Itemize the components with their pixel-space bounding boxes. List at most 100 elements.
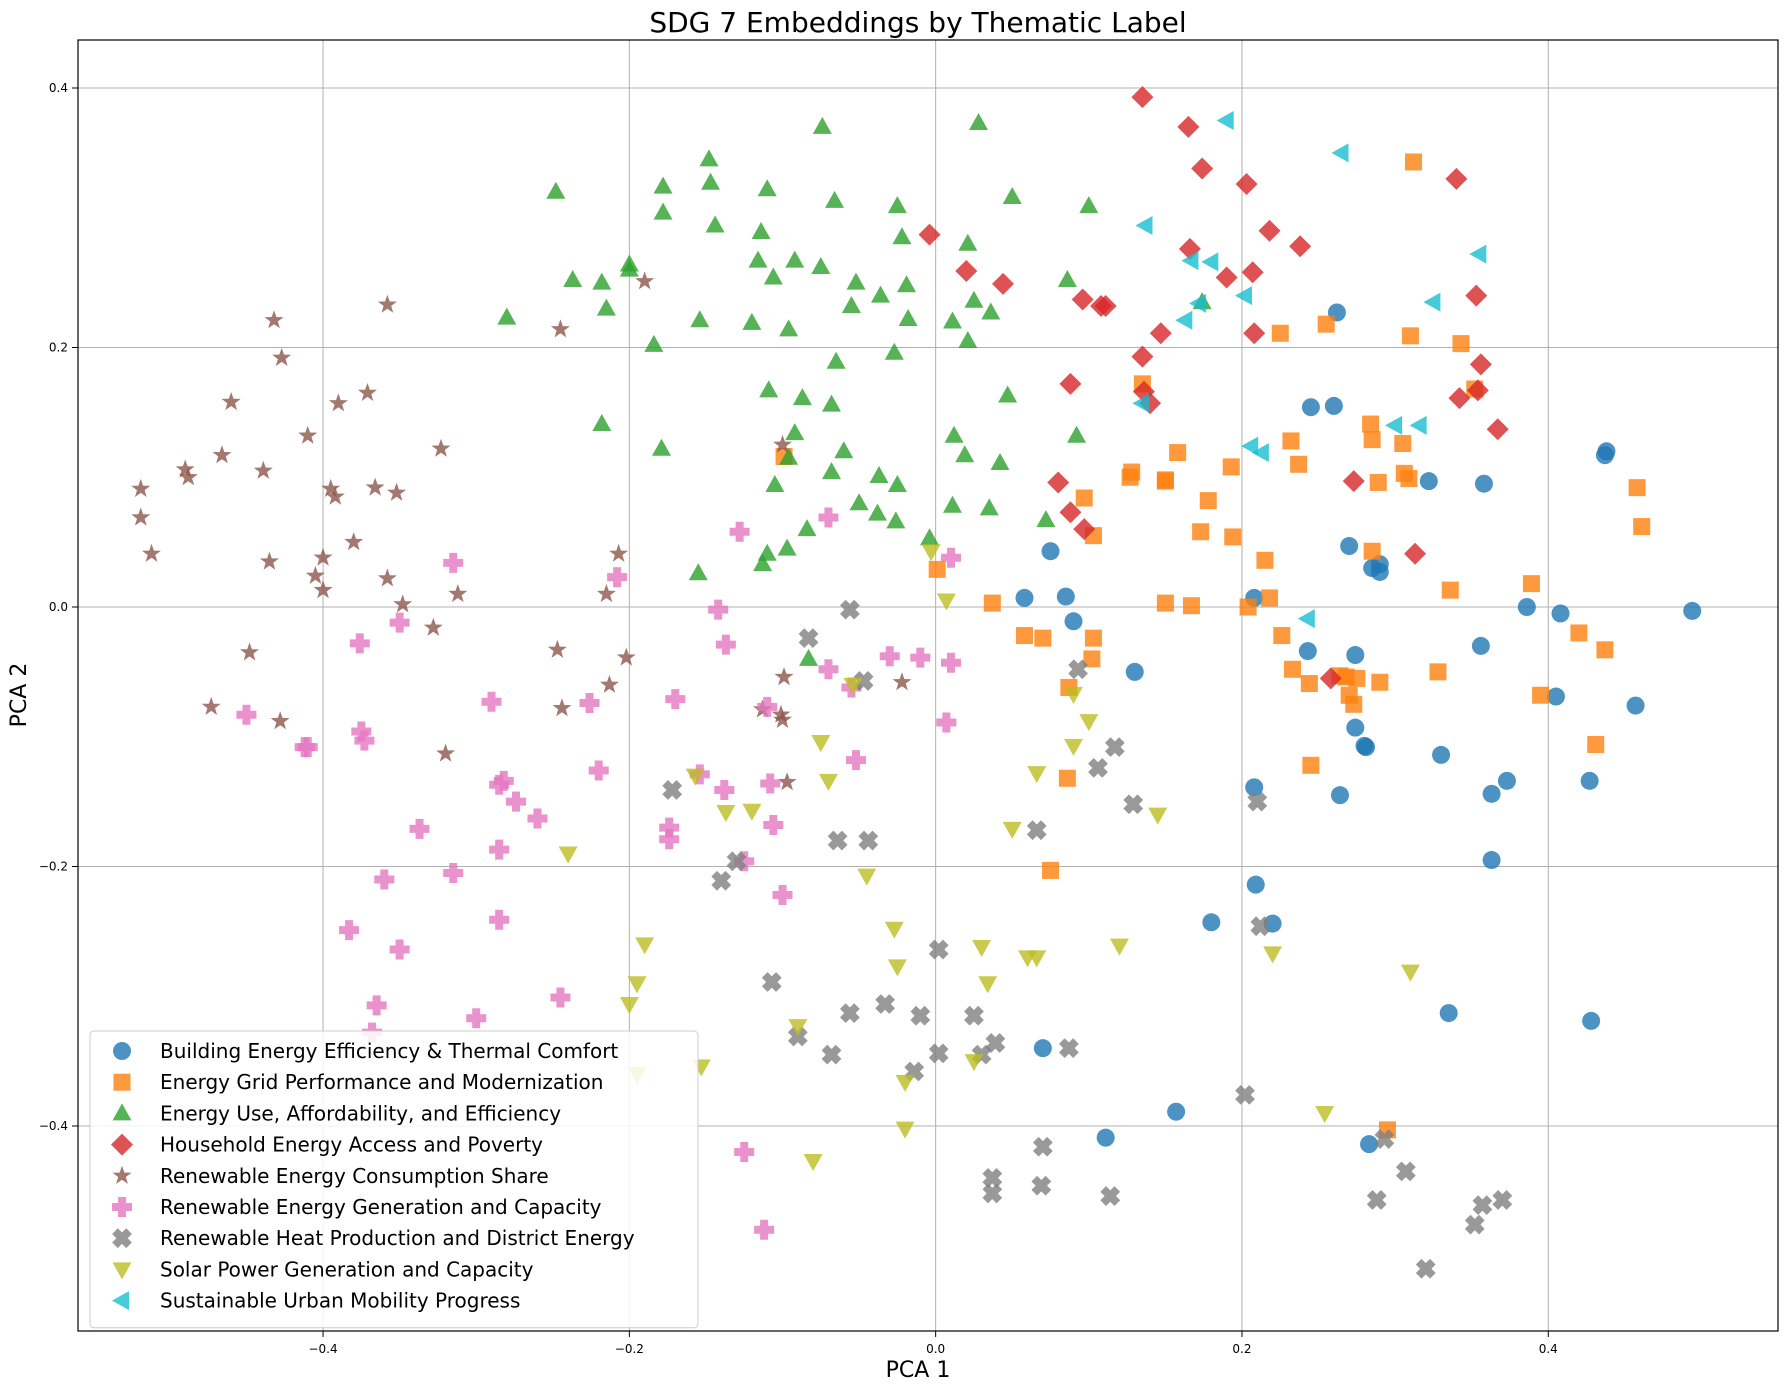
data-point [1273, 627, 1291, 645]
data-point [1432, 745, 1451, 764]
data-points [131, 86, 1702, 1279]
data-point [1345, 695, 1363, 713]
data-point [1298, 642, 1317, 661]
data-point [940, 547, 961, 568]
data-point [1192, 523, 1210, 541]
data-point-shape [726, 851, 747, 872]
y-tick-label: −0.4 [39, 1119, 68, 1133]
data-point [1626, 696, 1645, 715]
data-point [609, 543, 629, 562]
data-point [1628, 479, 1646, 497]
data-point [1202, 913, 1221, 932]
data-point-shape [1395, 1161, 1416, 1182]
data-point [1472, 1195, 1493, 1216]
data-point [1331, 143, 1349, 163]
data-point [1235, 1084, 1255, 1105]
data-point-shape [1031, 1175, 1052, 1196]
data-point [751, 222, 771, 240]
data-point [757, 696, 778, 717]
data-point-shape [1492, 1190, 1513, 1210]
data-point [592, 272, 612, 290]
data-point [822, 462, 842, 480]
data-point [798, 628, 819, 649]
data-point [1400, 470, 1418, 488]
data-point [1517, 598, 1536, 617]
data-point [546, 181, 566, 199]
data-point [365, 477, 385, 496]
data-point [1123, 463, 1141, 481]
data-point [436, 743, 456, 762]
data-point [843, 677, 863, 695]
data-point-shape [1068, 659, 1088, 680]
axis-ticks: −0.4 −0.2 0.0 0.2 0.4 −0.4 −0.2 0.0 0.2 0.4 [39, 81, 1558, 1356]
data-point [1522, 575, 1540, 593]
data-point [1243, 322, 1266, 345]
data-point-shape [1472, 1195, 1493, 1216]
x-tick-label: −0.4 [308, 1342, 337, 1356]
data-point [985, 1033, 1006, 1053]
data-point [1357, 738, 1376, 757]
data-point [943, 495, 963, 513]
data-point [839, 1003, 860, 1024]
data-point [715, 634, 736, 655]
data-point [1175, 310, 1193, 330]
data-point [1492, 1190, 1513, 1210]
data-point [761, 972, 782, 992]
data-point [448, 584, 468, 603]
data-point [711, 870, 732, 891]
data-point [236, 704, 257, 725]
data-point [871, 285, 891, 303]
data-point [818, 773, 838, 791]
data-point [763, 267, 783, 285]
data-point [799, 648, 819, 666]
data-point [729, 521, 750, 542]
data-point [910, 1005, 931, 1026]
data-point [1469, 353, 1492, 376]
data-point [1149, 322, 1172, 345]
data-point [759, 380, 779, 398]
legend-marker [112, 1197, 132, 1217]
data-point [690, 310, 710, 328]
series-group [1132, 110, 1487, 629]
data-point [1369, 473, 1387, 491]
data-point [1263, 946, 1283, 964]
data-point [579, 693, 600, 714]
data-point [1258, 219, 1281, 242]
data-point-shape [1088, 757, 1108, 778]
legend-label: Renewable Energy Consumption Share [160, 1164, 549, 1188]
data-point [443, 862, 464, 883]
data-point [765, 475, 785, 493]
data-point [726, 851, 747, 872]
legend-marker [112, 1262, 132, 1280]
data-point [1445, 167, 1468, 190]
data-point [1216, 110, 1234, 130]
data-point [547, 639, 567, 658]
data-point [1362, 415, 1380, 433]
data-point [1036, 510, 1056, 528]
data-point [685, 768, 705, 786]
data-point [1474, 474, 1493, 493]
data-point-shape [1247, 791, 1268, 812]
x-tick-label: 0.0 [926, 1342, 945, 1356]
data-point [811, 734, 831, 752]
data-point [339, 920, 360, 941]
data-point [944, 425, 964, 443]
series-group [662, 599, 1513, 1279]
data-point [897, 275, 917, 293]
data-point [754, 1219, 775, 1240]
data-point [1465, 284, 1488, 307]
data-point [1031, 1175, 1052, 1196]
data-point [841, 295, 861, 313]
data-point [563, 270, 583, 288]
data-point [990, 452, 1010, 470]
data-point [1245, 778, 1264, 797]
data-point [506, 791, 527, 812]
data-point [982, 1167, 1003, 1188]
data-point-shape [982, 1167, 1003, 1188]
data-point [887, 475, 907, 493]
data-point [659, 829, 680, 850]
data-point [884, 921, 904, 939]
data-point [1401, 327, 1419, 345]
data-point [1132, 393, 1150, 413]
